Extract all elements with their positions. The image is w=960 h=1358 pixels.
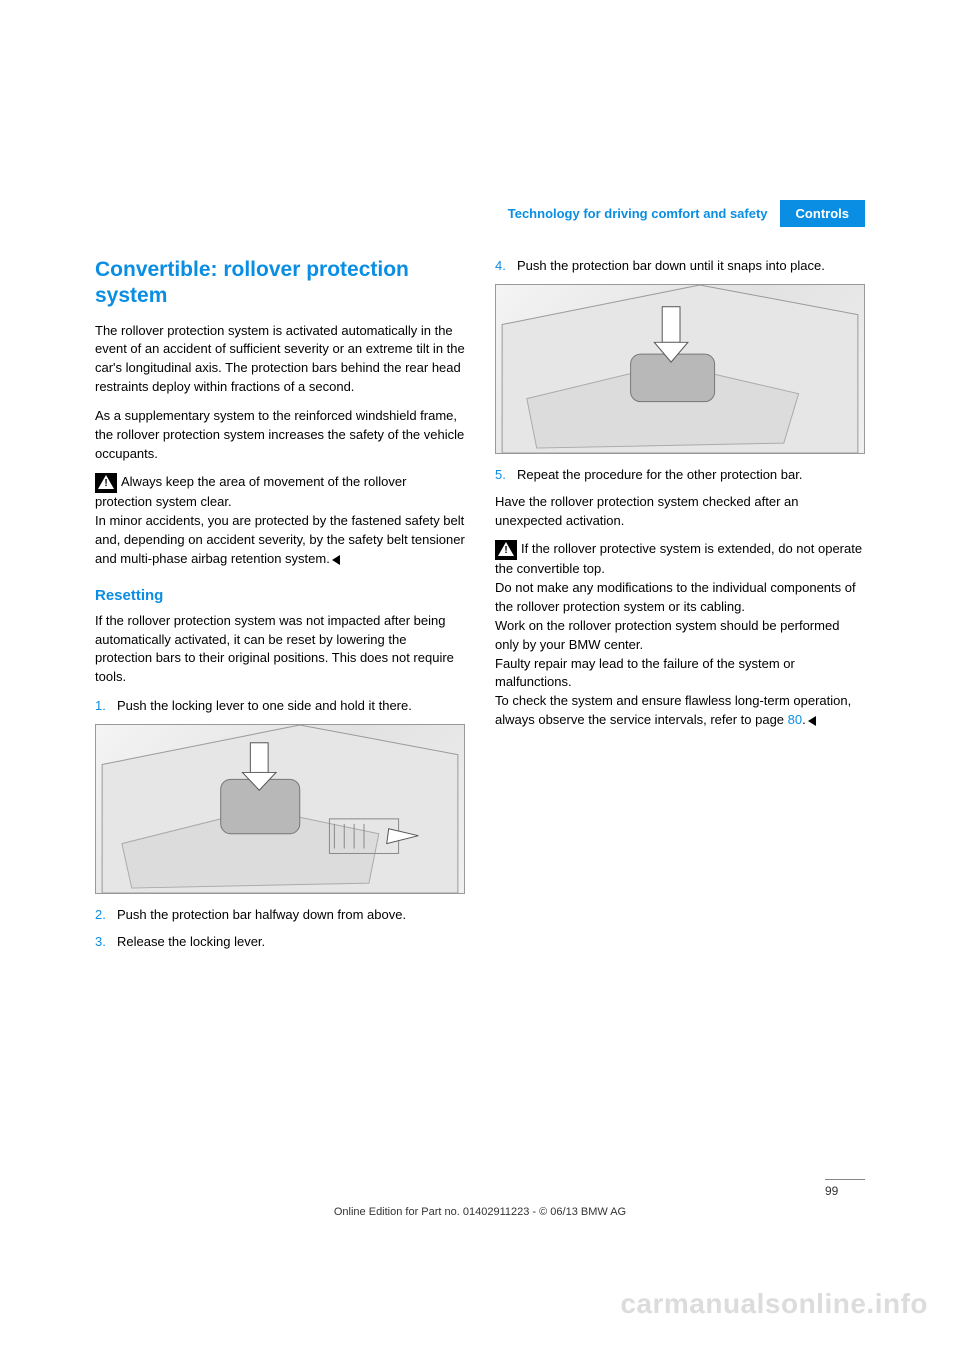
step-number: 3.: [95, 933, 117, 952]
subsection-title: Resetting: [95, 587, 465, 604]
step-text: Push the locking lever to one side and h…: [117, 697, 465, 716]
warning-text: Work on the rollover protection system s…: [495, 618, 839, 652]
step-text: Repeat the procedure for the other prote…: [517, 466, 865, 485]
paragraph: If the rollover protection system was no…: [95, 612, 465, 687]
paragraph: As a supplementary system to the reinfor…: [95, 407, 465, 464]
step-item: 4. Push the protection bar down until it…: [495, 257, 865, 276]
warning-note: Always keep the area of movement of the …: [95, 473, 465, 568]
section-title: Convertible: rollover protection system: [95, 257, 465, 310]
step-text: Push the protection bar halfway down fro…: [117, 906, 465, 925]
step-number: 4.: [495, 257, 517, 276]
end-marker-icon: [332, 555, 340, 565]
warning-text: In minor accidents, you are protected by…: [95, 513, 465, 566]
warning-text: Faulty repair may lead to the failure of…: [495, 656, 795, 690]
figure-illustration: [495, 284, 865, 454]
warning-text: If the rollover protective system is ext…: [495, 541, 862, 576]
left-column: Convertible: rollover protection system …: [95, 257, 465, 960]
page-reference-link[interactable]: 80: [788, 712, 802, 727]
step-number: 1.: [95, 697, 117, 716]
warning-icon: [95, 473, 117, 493]
step-text: Push the protection bar down until it sn…: [517, 257, 865, 276]
step-item: 3. Release the locking lever.: [95, 933, 465, 952]
page-number: 99: [825, 1179, 865, 1198]
step-item: 5. Repeat the procedure for the other pr…: [495, 466, 865, 485]
paragraph: Have the rollover protection system chec…: [495, 493, 865, 531]
step-number: 5.: [495, 466, 517, 485]
figure-illustration: [95, 724, 465, 894]
breadcrumb: Technology for driving comfort and safet…: [496, 200, 780, 227]
end-marker-icon: [808, 716, 816, 726]
warning-text: Do not make any modifications to the ind…: [495, 580, 856, 614]
section-tab: Controls: [780, 200, 865, 227]
step-item: 2. Push the protection bar halfway down …: [95, 906, 465, 925]
paragraph: The rollover protection system is activa…: [95, 322, 465, 397]
warning-text: Always keep the area of movement of the …: [95, 474, 406, 509]
right-column: 4. Push the protection bar down until it…: [495, 257, 865, 960]
step-number: 2.: [95, 906, 117, 925]
watermark: carmanualsonline.info: [620, 1288, 928, 1320]
warning-text: .: [802, 712, 806, 727]
warning-note: If the rollover protective system is ext…: [495, 540, 865, 730]
step-item: 1. Push the locking lever to one side an…: [95, 697, 465, 716]
footer-line: Online Edition for Part no. 01402911223 …: [0, 1206, 960, 1218]
page-header: Technology for driving comfort and safet…: [95, 200, 865, 227]
warning-icon: [495, 540, 517, 560]
step-text: Release the locking lever.: [117, 933, 465, 952]
